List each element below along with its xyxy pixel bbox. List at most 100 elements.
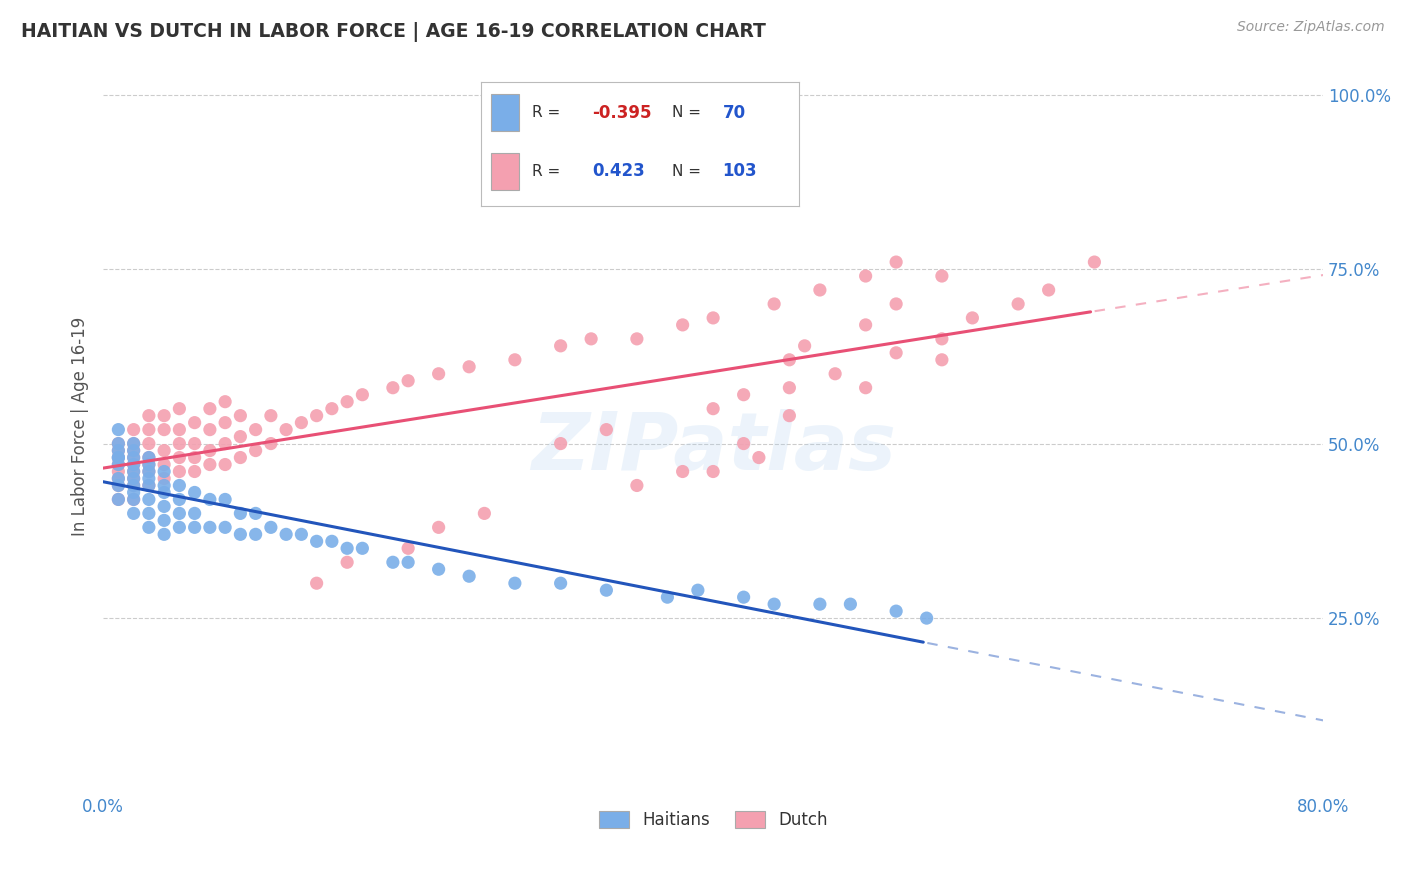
Point — [321, 534, 343, 549]
Point — [336, 394, 359, 409]
Point — [778, 409, 800, 423]
Point — [122, 465, 145, 479]
Point — [229, 409, 252, 423]
Point — [884, 255, 907, 269]
Point — [138, 465, 160, 479]
Point — [138, 436, 160, 450]
Point — [229, 527, 252, 541]
Point — [122, 423, 145, 437]
Point — [381, 381, 404, 395]
Point — [276, 527, 298, 541]
Point — [153, 513, 176, 527]
Point — [915, 611, 938, 625]
Point — [396, 541, 419, 556]
Point — [427, 562, 450, 576]
Point — [305, 409, 328, 423]
Point — [702, 465, 724, 479]
Point — [245, 443, 267, 458]
Point — [169, 492, 191, 507]
Point — [427, 367, 450, 381]
Point — [107, 458, 129, 472]
Point — [107, 436, 129, 450]
Point — [305, 534, 328, 549]
Point — [214, 436, 236, 450]
Point — [122, 478, 145, 492]
Point — [1038, 283, 1060, 297]
Point — [503, 352, 526, 367]
Point — [336, 541, 359, 556]
Point — [169, 401, 191, 416]
Point — [458, 359, 481, 374]
Point — [626, 478, 648, 492]
Point — [169, 520, 191, 534]
Point — [138, 520, 160, 534]
Point — [107, 471, 129, 485]
Point — [336, 555, 359, 569]
Point — [305, 576, 328, 591]
Point — [702, 310, 724, 325]
Point — [122, 471, 145, 485]
Point — [107, 458, 129, 472]
Point — [138, 465, 160, 479]
Point — [138, 478, 160, 492]
Point — [122, 485, 145, 500]
Point — [672, 318, 695, 332]
Point — [198, 401, 221, 416]
Point — [107, 465, 129, 479]
Point — [260, 409, 283, 423]
Point — [122, 471, 145, 485]
Point — [122, 443, 145, 458]
Point — [793, 339, 815, 353]
Point — [884, 297, 907, 311]
Point — [931, 352, 953, 367]
Point — [153, 423, 176, 437]
Point — [595, 583, 617, 598]
Point — [138, 471, 160, 485]
Point — [122, 492, 145, 507]
Point — [169, 465, 191, 479]
Point — [107, 450, 129, 465]
Point — [778, 381, 800, 395]
Point — [808, 283, 831, 297]
Point — [260, 520, 283, 534]
Point — [198, 492, 221, 507]
Point — [884, 604, 907, 618]
Point — [107, 478, 129, 492]
Point — [733, 388, 755, 402]
Point — [381, 555, 404, 569]
Point — [122, 458, 145, 472]
Point — [245, 527, 267, 541]
Point — [198, 520, 221, 534]
Point — [122, 436, 145, 450]
Point — [122, 450, 145, 465]
Point — [138, 507, 160, 521]
Point — [214, 492, 236, 507]
Point — [138, 450, 160, 465]
Point — [122, 507, 145, 521]
Point — [138, 409, 160, 423]
Point — [855, 381, 877, 395]
Point — [169, 507, 191, 521]
Point — [260, 436, 283, 450]
Point — [107, 471, 129, 485]
Text: Source: ZipAtlas.com: Source: ZipAtlas.com — [1237, 20, 1385, 34]
Point — [595, 423, 617, 437]
Point — [169, 450, 191, 465]
Y-axis label: In Labor Force | Age 16-19: In Labor Force | Age 16-19 — [72, 317, 89, 536]
Point — [763, 597, 786, 611]
Point — [122, 465, 145, 479]
Point — [122, 478, 145, 492]
Point — [824, 367, 846, 381]
Point — [153, 465, 176, 479]
Point — [183, 436, 205, 450]
Point — [808, 597, 831, 611]
Text: HAITIAN VS DUTCH IN LABOR FORCE | AGE 16-19 CORRELATION CHART: HAITIAN VS DUTCH IN LABOR FORCE | AGE 16… — [21, 22, 766, 42]
Point — [550, 576, 572, 591]
Point — [153, 478, 176, 492]
Point — [672, 465, 695, 479]
Point — [550, 339, 572, 353]
Point — [474, 507, 496, 521]
Point — [153, 527, 176, 541]
Point — [626, 332, 648, 346]
Point — [352, 388, 374, 402]
